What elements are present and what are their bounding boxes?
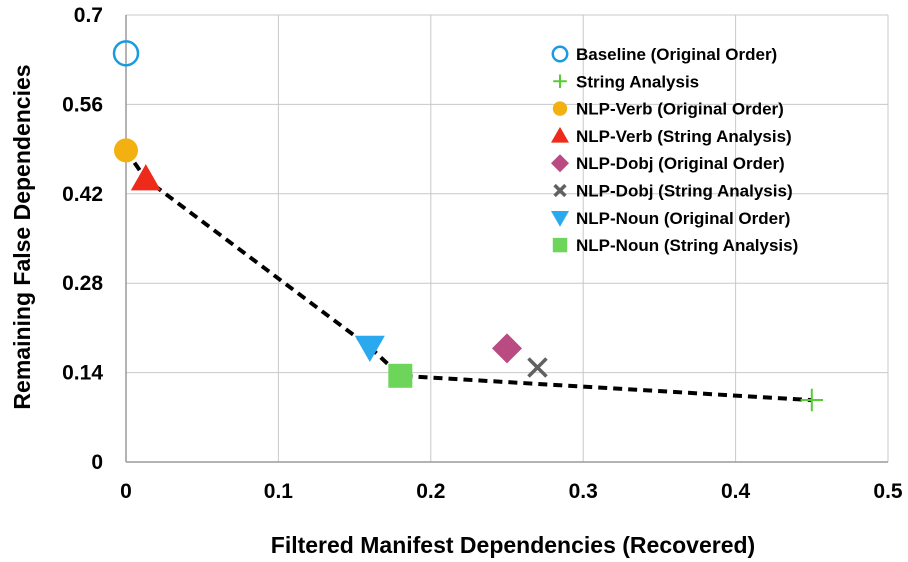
legend-entry: NLP-Verb (Original Order) — [576, 100, 784, 119]
legend-marker-circle — [552, 101, 568, 116]
data-point-triangle-up — [130, 164, 161, 191]
y-tick-label: 0.14 — [62, 362, 103, 385]
x-tick-label: 0.4 — [721, 480, 751, 503]
frontier-dashed-line — [124, 149, 812, 403]
legend-marker-open-circle — [551, 45, 569, 63]
legend-marker-diamond — [551, 154, 569, 173]
x-tick-label: 0 — [120, 480, 132, 503]
x-axis-label: Filtered Manifest Dependencies (Recovere… — [271, 532, 755, 558]
x-tick-label: 0.2 — [416, 480, 445, 503]
y-tick-label: 0.7 — [74, 4, 103, 27]
data-point-diamond — [492, 333, 522, 364]
legend-marker-triangle-down — [551, 211, 569, 227]
y-tick-label: 0.56 — [62, 93, 103, 116]
y-tick-label: 0 — [91, 451, 103, 474]
data-point-square — [388, 363, 413, 388]
legend-marker-triangle-up — [551, 126, 569, 143]
data-point-plus — [800, 388, 824, 412]
legend: Baseline (Original Order) String Analysis… — [551, 45, 798, 255]
x-tick-label: 0.1 — [264, 480, 294, 503]
data-point-open-circle — [112, 40, 140, 67]
data-point-x — [527, 357, 548, 378]
plot-area — [125, 15, 888, 463]
legend-marker-square — [552, 237, 568, 253]
x-tick-label: 0.5 — [873, 480, 903, 503]
grid-lines — [126, 14, 889, 462]
legend-marker-x — [553, 183, 567, 198]
y-axis-ticks: 0 0.14 0.28 0.42 0.56 0.7 — [62, 4, 103, 474]
y-tick-label: 0.42 — [62, 183, 103, 206]
legend-entry: NLP-Noun (Original Order) — [576, 209, 790, 228]
y-tick-label: 0.28 — [62, 272, 103, 295]
legend-marker-plus — [553, 74, 567, 89]
data-point-triangle-down — [354, 335, 385, 363]
legend-entry: String Analysis — [576, 72, 699, 91]
legend-entry: NLP-Dobj (Original Order) — [576, 154, 785, 173]
legend-entry: NLP-Dobj (String Analysis) — [576, 182, 793, 201]
data-points — [112, 40, 824, 412]
data-point-circle — [114, 138, 138, 163]
y-axis-label: Remaining False Dependencies — [9, 64, 35, 409]
legend-entry: NLP-Verb (String Analysis) — [576, 127, 792, 146]
legend-entry: Baseline (Original Order) — [576, 45, 777, 64]
x-axis-ticks: 0 0.1 0.2 0.3 0.4 0.5 — [120, 480, 903, 503]
x-tick-label: 0.3 — [569, 480, 598, 503]
legend-entry: NLP-Noun (String Analysis) — [576, 236, 798, 255]
